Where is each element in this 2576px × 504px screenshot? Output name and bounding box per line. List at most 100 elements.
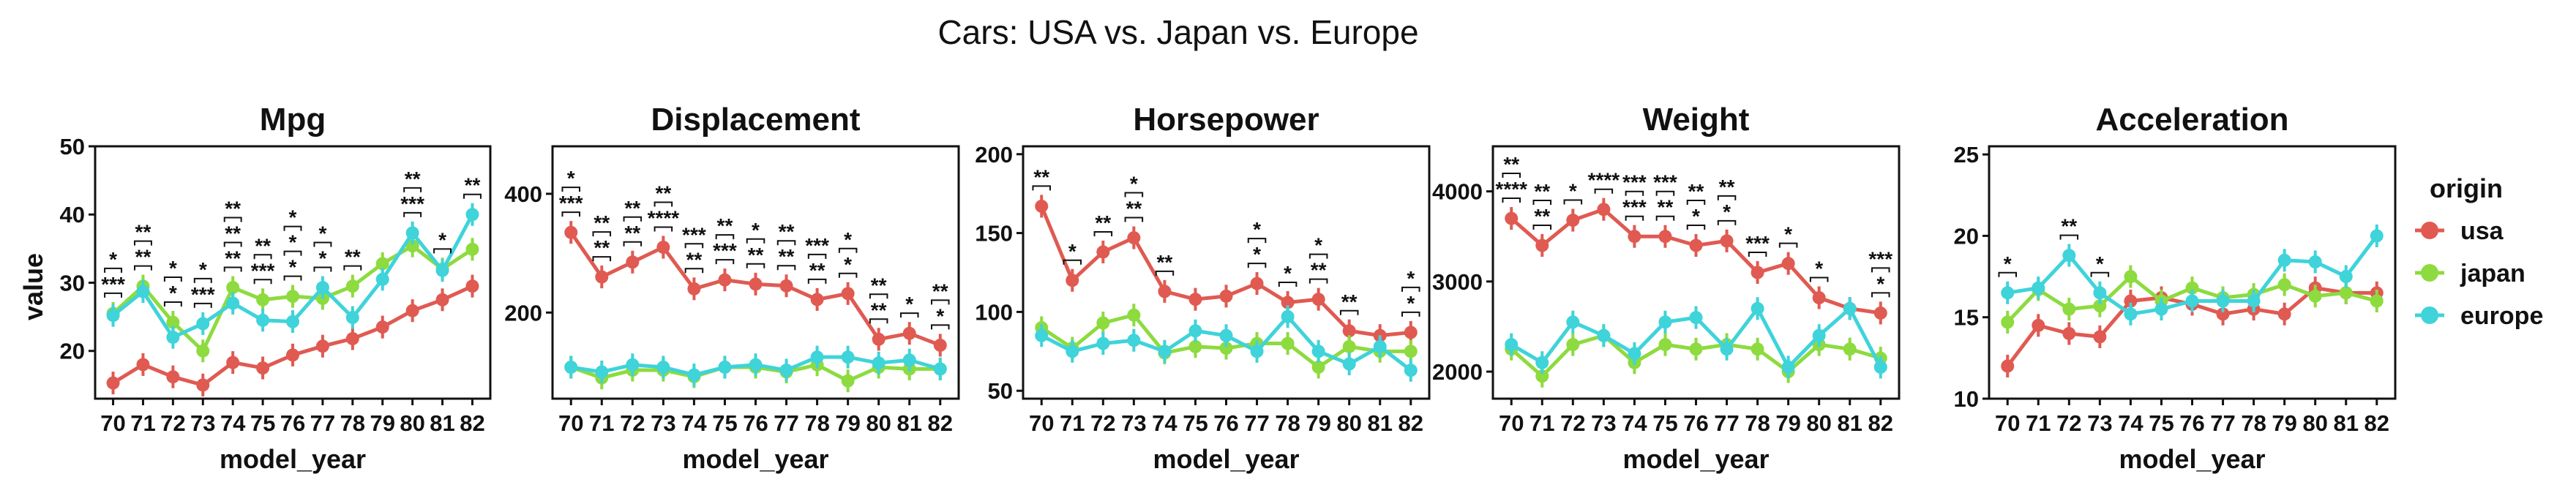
data-point <box>106 309 120 323</box>
x-tick-label: 78 <box>340 410 365 436</box>
x-tick-label: 75 <box>712 410 737 436</box>
significance-bracket <box>1401 311 1420 317</box>
significance-bracket <box>163 301 182 307</box>
y-tick-label: 50 <box>988 378 1013 404</box>
y-tick-label: 25 <box>1954 142 1979 168</box>
x-tick-label: 82 <box>460 410 484 436</box>
data-point <box>1158 345 1172 358</box>
facet-panel-4: Acceleration 10 15 20 25 70 71 72 73 74 75 76 77 78 79… <box>1954 102 2397 474</box>
series-europe <box>564 345 947 387</box>
significance-label: * <box>1284 262 1292 285</box>
data-point <box>2370 294 2384 308</box>
data-point <box>226 296 240 310</box>
data-point <box>1689 238 1703 252</box>
data-point <box>1188 339 1202 353</box>
significance-bracket <box>313 241 332 247</box>
significance-label: ** <box>655 181 671 204</box>
significance-bracket <box>654 201 673 207</box>
data-point <box>933 338 947 352</box>
significance-bracket <box>163 277 182 282</box>
data-point <box>315 281 329 295</box>
significance-label: *** <box>713 239 737 262</box>
series-usa <box>1035 195 1418 347</box>
significance-label: * <box>199 258 207 281</box>
data-point <box>1873 306 1887 320</box>
significance-label: ** <box>1095 211 1111 234</box>
significance-bracket <box>1717 219 1737 225</box>
data-point <box>1250 345 1264 358</box>
significance-bracket <box>1308 253 1328 259</box>
x-tick-label: 73 <box>2087 410 2112 436</box>
x-tick-label: 77 <box>310 410 335 436</box>
x-tick-label: 78 <box>2241 410 2266 436</box>
x-tick-label: 77 <box>1714 410 1739 436</box>
data-point <box>902 353 916 367</box>
significance-label: *** <box>1745 232 1770 255</box>
y-tick-label: 200 <box>975 142 1013 168</box>
x-tick-label: 72 <box>2056 410 2081 436</box>
series-europe <box>1505 297 1887 379</box>
data-point <box>465 208 479 222</box>
significance-bracket <box>1871 292 1890 298</box>
data-point <box>166 315 180 329</box>
y-tick-label: 400 <box>504 181 542 207</box>
x-tick-label: 77 <box>1244 410 1269 436</box>
data-point <box>2093 299 2107 313</box>
data-point <box>1066 345 1079 358</box>
significance-bracket <box>1502 173 1521 178</box>
y-tick-label: 2000 <box>1432 359 1483 385</box>
panel-frame <box>1022 145 1431 400</box>
data-point <box>1219 328 1233 342</box>
facet-title: Mpg <box>260 102 326 138</box>
significance-bracket <box>931 299 950 305</box>
significance-bracket <box>623 241 643 247</box>
significance-label: *** <box>400 192 424 215</box>
x-tick-label: 82 <box>928 410 953 436</box>
data-point <box>718 360 732 374</box>
x-tick-label: 82 <box>2365 410 2389 436</box>
significance-bracket <box>1655 215 1675 221</box>
x-tick-label: 72 <box>160 410 185 436</box>
data-point <box>2277 253 2291 267</box>
x-tick-label: 78 <box>1745 410 1770 436</box>
significance-label: * <box>289 256 297 279</box>
panel-frame <box>1988 145 2397 400</box>
significance-label: * <box>169 257 177 279</box>
significance-label: ** <box>345 246 361 268</box>
legend-item-usa: usa <box>2415 217 2504 245</box>
y-tick-label: 150 <box>975 221 1013 247</box>
data-point <box>345 279 359 293</box>
x-tick-label: 73 <box>1121 410 1146 436</box>
significance-label: ** <box>225 222 241 244</box>
significance-bracket <box>253 254 272 260</box>
data-point <box>1873 360 1887 374</box>
data-point <box>2124 294 2138 308</box>
data-point <box>2062 326 2076 340</box>
data-point <box>196 317 210 331</box>
significance-bracket <box>1717 195 1737 200</box>
data-point <box>2001 286 2015 300</box>
significance-bracket <box>869 293 888 299</box>
significance-bracket <box>1093 230 1113 236</box>
data-point <box>1751 301 1764 315</box>
significance-label: * <box>1723 200 1731 223</box>
y-tick-label: 10 <box>1954 386 1979 412</box>
data-point <box>136 358 150 372</box>
significance-label: * <box>1068 240 1077 263</box>
facet-panel-1: Displacement 200 400 70 71 72 73 74 75 76 77 78 79 80… <box>504 102 960 474</box>
data-point <box>1689 342 1703 356</box>
significance-label: ** <box>871 298 887 321</box>
significance-bracket <box>807 278 827 284</box>
data-point <box>375 320 389 334</box>
x-tick-label: 73 <box>190 410 215 436</box>
significance-bracket <box>715 234 735 240</box>
x-tick-label: 81 <box>2333 410 2358 436</box>
data-point <box>2001 315 2015 329</box>
facet-title: Horsepower <box>1133 102 1319 138</box>
data-point <box>2277 278 2291 292</box>
data-point <box>405 304 419 317</box>
x-tick-label: 73 <box>1591 410 1616 436</box>
significance-bracket <box>1247 263 1267 268</box>
x-axis-label: model_year <box>682 444 828 474</box>
data-point <box>2247 294 2261 308</box>
